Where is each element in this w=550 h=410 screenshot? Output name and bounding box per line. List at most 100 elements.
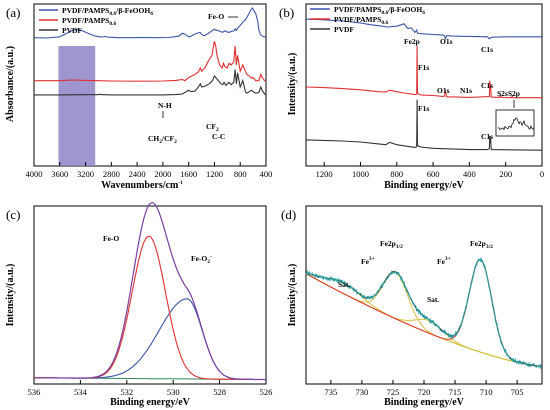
annot-a-cf2: CF2 bbox=[206, 122, 219, 133]
x-tick-label: 532 bbox=[120, 387, 133, 397]
panel-d-ylabel: Intensity/(a.u.) bbox=[287, 264, 298, 327]
legend-a-text-3: PVDF bbox=[62, 26, 82, 35]
panel-c-label: (c) bbox=[6, 207, 20, 222]
x-tick-label: 2400 bbox=[129, 169, 146, 179]
x-tick-label: 600 bbox=[427, 169, 440, 179]
panel-c-ylabel: Intensity/(a.u.) bbox=[5, 264, 16, 327]
x-tick-label: 1600 bbox=[180, 169, 197, 179]
panel-d-x-ticks: 735 730 725 720 715 710 705 bbox=[324, 380, 524, 397]
x-tick-label: 705 bbox=[511, 387, 524, 397]
x-tick-label: 530 bbox=[167, 387, 180, 397]
x-tick-label: 710 bbox=[480, 387, 493, 397]
annot-d-fe2p12: Fe2p1/2 bbox=[380, 239, 403, 250]
x-tick-label: 400 bbox=[463, 169, 476, 179]
inset-box bbox=[495, 109, 535, 137]
x-tick-label: 1200 bbox=[316, 169, 333, 179]
x-tick-label: 534 bbox=[74, 387, 88, 397]
x-tick-label: 200 bbox=[499, 169, 512, 179]
annot-d-sat-left: Sat. bbox=[338, 280, 350, 289]
x-tick-label: 1000 bbox=[352, 169, 369, 179]
x-tick-label: 536 bbox=[28, 387, 41, 397]
panel-b-x-ticks: 1200 1000 800 600 400 200 0 bbox=[316, 162, 544, 179]
series-line-a-1 bbox=[33, 7, 267, 39]
panel-a-highlight-region bbox=[58, 46, 96, 166]
series-line-d-raw bbox=[305, 256, 542, 370]
x-tick-label: 0 bbox=[540, 169, 544, 179]
annot-d-fe3-right: Fe3+ bbox=[437, 256, 451, 266]
panel-a-legend: PVDF/PAMPS0.6/β-FeOOH6 PVDF/PAMPS0.6 PVD… bbox=[39, 6, 153, 35]
panel-a-xlabel: Wavenumbers/cm-1 bbox=[101, 180, 183, 191]
panel-b-label: (b) bbox=[279, 5, 294, 20]
x-tick-label: 400 bbox=[260, 169, 273, 179]
panel-c-x-ticks: 536 534 532 530 528 526 bbox=[28, 380, 273, 397]
legend-b-text-2: PVDF/PAMPS0.6 bbox=[334, 15, 388, 26]
legend-a-text-1: PVDF/PAMPS0.6/β-FeOOH6 bbox=[62, 6, 153, 17]
x-tick-label: 4000 bbox=[26, 169, 43, 179]
panel-d-xlabel: Binding energy/eV bbox=[384, 397, 465, 408]
x-tick-label: 730 bbox=[356, 387, 369, 397]
panel-b-inset bbox=[495, 100, 535, 137]
annot-b-o1s-mid: O1s bbox=[437, 86, 450, 95]
inset-spectrum bbox=[497, 117, 535, 131]
panel-c-xlabel: Binding energy/eV bbox=[110, 397, 191, 408]
x-tick-label: 2000 bbox=[154, 169, 171, 179]
series-line-b-1 bbox=[305, 18, 542, 41]
panel-c-series-group bbox=[34, 202, 267, 381]
annot-d-sat-right: Sat. bbox=[427, 295, 439, 304]
x-tick-label: 715 bbox=[449, 387, 462, 397]
x-tick-label: 526 bbox=[260, 387, 273, 397]
panel-b: 1200 1000 800 600 400 200 0 (b) Binding energy… bbox=[279, 3, 544, 191]
series-line-b-3 bbox=[305, 99, 543, 151]
panel-b-plot-area bbox=[305, 3, 543, 167]
x-tick-label: 800 bbox=[234, 169, 247, 179]
annot-b-s2ss2p: S2sS2p bbox=[497, 89, 520, 98]
panel-b-series-group bbox=[305, 18, 543, 151]
panel-b-xlabel: Binding energy/eV bbox=[384, 180, 465, 191]
annot-b-f1s-bot: F1s bbox=[418, 104, 429, 113]
annot-a-fe-o: Fe-O bbox=[208, 12, 224, 21]
panel-b-legend: PVDF/PAMPS0.6/β-FeOOH6 PVDF/PAMPS0.6 PVD… bbox=[310, 5, 425, 34]
x-tick-label: 3200 bbox=[77, 169, 94, 179]
annot-c-fe-o2: Fe-O2- bbox=[191, 254, 212, 265]
annot-a-ch2cf2: CH2/CF2 bbox=[148, 134, 177, 145]
x-tick-label: 2800 bbox=[103, 169, 120, 179]
series-line-b-2 bbox=[305, 45, 542, 99]
legend-b-text-1: PVDF/PAMPS0.6/β-FeOOH6 bbox=[334, 5, 425, 16]
x-tick-label: 725 bbox=[387, 387, 400, 397]
series-line-a-3 bbox=[34, 69, 267, 96]
annot-d-fe3-left: Fe3+ bbox=[361, 256, 375, 266]
series-line-c-fe-o bbox=[34, 235, 266, 381]
x-tick-label: 720 bbox=[418, 387, 431, 397]
panel-a-label: (a) bbox=[6, 5, 20, 20]
series-line-c-envelope bbox=[34, 202, 266, 381]
panel-a-series-group bbox=[33, 7, 267, 96]
annot-b-f1s-mid: F1s bbox=[418, 63, 429, 72]
annot-d-fe2p32: Fe2p3/2 bbox=[470, 239, 493, 250]
annot-b-n1s-mid: N1s bbox=[460, 86, 472, 95]
x-tick-label: 800 bbox=[390, 169, 403, 179]
x-tick-label: 1200 bbox=[206, 169, 223, 179]
panel-d-plot-area bbox=[305, 205, 543, 385]
annot-b-o1s-top: O1s bbox=[440, 37, 453, 46]
panel-c: 536 534 532 530 528 526 (c) Binding energy/eV… bbox=[5, 202, 273, 408]
panel-b-ylabel: Intensity/(a.u.) bbox=[287, 53, 298, 116]
annot-b-fe2p: Fe2p bbox=[404, 37, 420, 46]
annot-b-c1s-mid: C1s bbox=[481, 81, 493, 90]
panel-d-label: (d) bbox=[281, 207, 296, 222]
panel-a: 4000 3600 3200 2800 2400 2000 1600 1200 800 400 (… bbox=[5, 3, 273, 191]
legend-b-text-3: PVDF bbox=[334, 25, 354, 34]
legend-a-text-2: PVDF/PAMPS0.6 bbox=[62, 16, 116, 27]
panel-a-x-ticks: 4000 3600 3200 2800 2400 2000 1600 1200 800 400 bbox=[26, 162, 273, 179]
series-line-d-fe2p32-peak bbox=[305, 258, 542, 367]
series-line-d-fit bbox=[305, 259, 542, 367]
panel-c-plot-area bbox=[33, 205, 267, 385]
panel-d-series-group bbox=[305, 256, 542, 370]
panel-d: 735 730 725 720 715 710 705 (d) Binding energy… bbox=[281, 205, 543, 408]
x-tick-label: 735 bbox=[324, 387, 337, 397]
panel-a-ylabel: Absorbance/(a.u.) bbox=[5, 46, 16, 122]
x-tick-label: 528 bbox=[213, 387, 226, 397]
annot-a-cc: C-C bbox=[212, 132, 225, 141]
series-line-c-fe-o2 bbox=[34, 298, 266, 381]
panel-a-plot-area bbox=[33, 3, 267, 167]
